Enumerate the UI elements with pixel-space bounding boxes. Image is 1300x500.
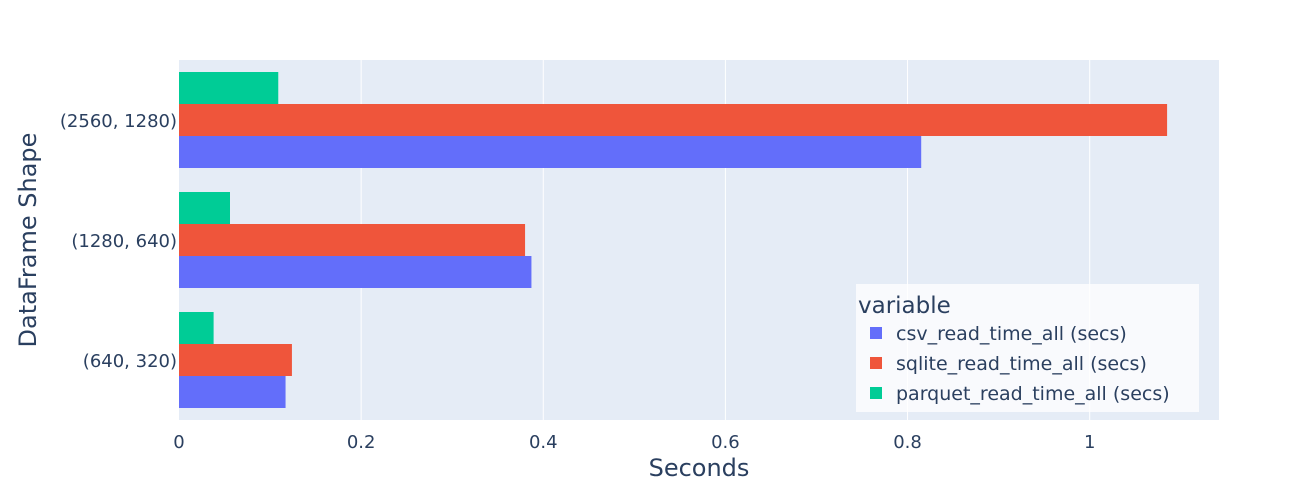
bar[interactable] [179,104,1168,136]
x-tick-label: 1 [1084,432,1095,453]
bar[interactable] [179,136,922,168]
bar[interactable] [179,344,292,376]
bar[interactable] [179,312,214,344]
x-tick-label: 0.8 [893,432,922,453]
x-tick-label: 0 [173,432,184,453]
legend-item-label[interactable]: sqlite_read_time_all (secs) [896,353,1147,375]
legend-swatch [870,387,882,399]
bars [179,72,1168,408]
y-axis-title: DataFrame Shape [14,133,42,348]
legend-swatch [870,357,882,369]
x-axis-title: Seconds [649,454,750,482]
x-tick-label: 0.4 [529,432,558,453]
y-axis-ticks: (640, 320) (1280, 640) (2560, 1280) [60,111,177,372]
x-axis-ticks: 0 0.2 0.4 0.6 0.8 1 [173,432,1095,453]
legend[interactable]: variable csv_read_time_all (secs) sqlite_… [856,284,1199,412]
legend-item-label[interactable]: csv_read_time_all (secs) [896,323,1127,345]
bar[interactable] [179,224,526,256]
bar[interactable] [179,376,286,408]
y-tick-label: (1280, 640) [71,231,177,252]
legend-item-label[interactable]: parquet_read_time_all (secs) [896,383,1170,405]
bar[interactable] [179,72,279,104]
y-tick-label: (2560, 1280) [60,111,177,132]
bar[interactable] [179,256,532,288]
x-tick-label: 0.6 [711,432,740,453]
legend-background [856,284,1199,412]
legend-title: variable [858,293,951,319]
legend-swatch [870,327,882,339]
y-tick-label: (640, 320) [83,351,177,372]
bar[interactable] [179,192,230,224]
x-tick-label: 0.2 [347,432,376,453]
